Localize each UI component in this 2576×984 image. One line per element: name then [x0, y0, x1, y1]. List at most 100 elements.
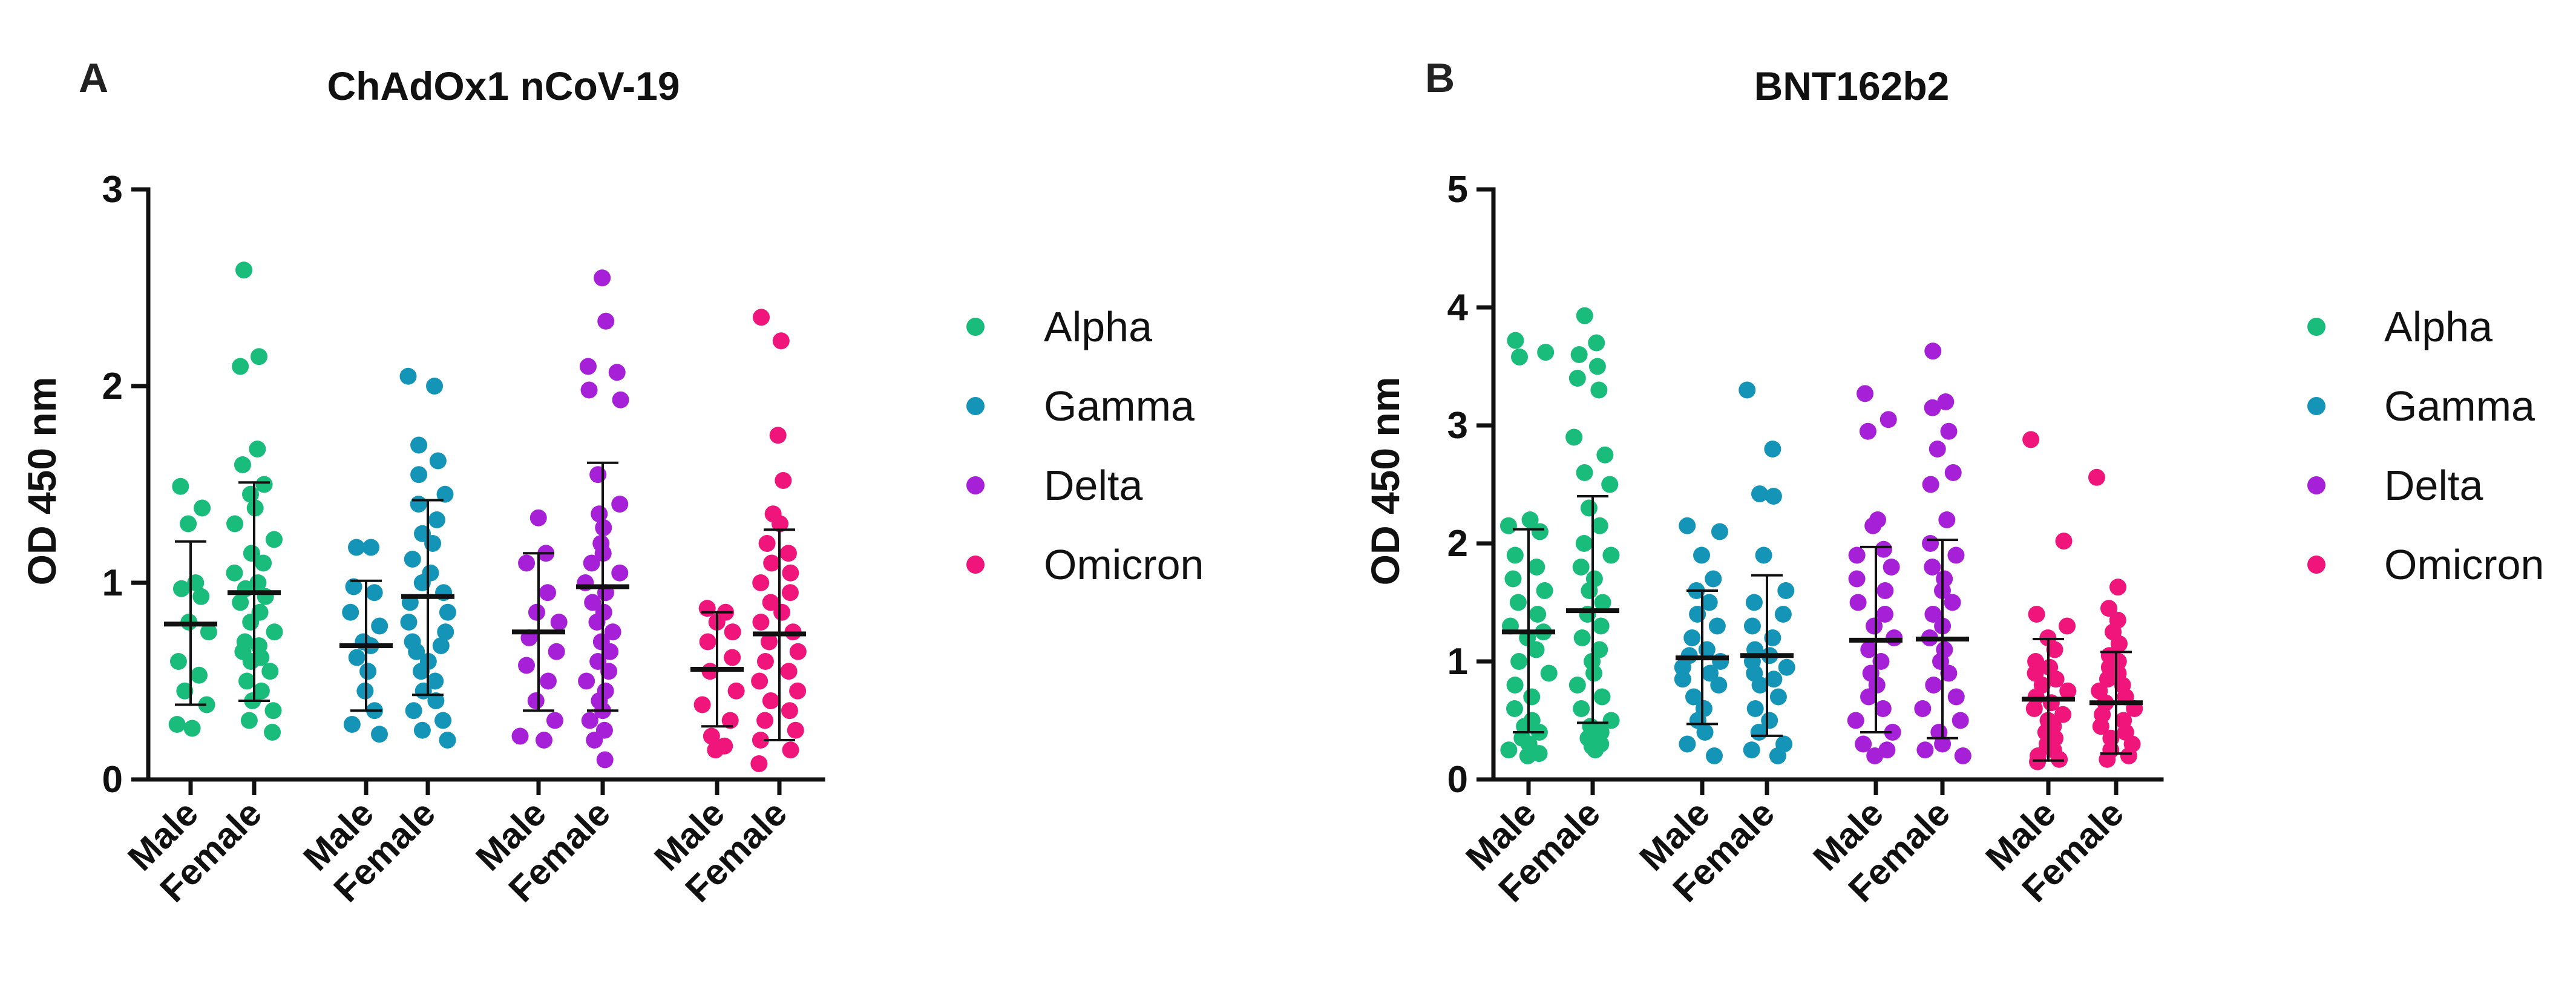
legend-marker-alpha	[2307, 318, 2325, 336]
legend-label-omicron: Omicron	[1044, 541, 1204, 588]
data-point	[1764, 441, 1781, 458]
data-point	[405, 702, 422, 720]
data-point	[1952, 712, 1969, 729]
panel-b-group-omicron-female	[2088, 468, 2143, 768]
data-point	[1585, 664, 1603, 682]
data-point	[264, 724, 281, 741]
data-point	[1875, 540, 1892, 558]
data-point	[437, 623, 454, 641]
data-point	[703, 727, 720, 745]
data-point	[782, 741, 799, 759]
data-point	[724, 649, 741, 666]
data-point	[436, 485, 454, 503]
data-point	[535, 732, 552, 749]
panel-a: A ChAdOx1 nCoV-19 OD 450 nm 0 1 2 3 MaleFem…	[19, 55, 1204, 910]
data-point	[1774, 606, 1792, 623]
data-point	[399, 367, 417, 385]
panel-a-y-ticks: 0 1 2 3	[102, 169, 148, 801]
data-point	[758, 535, 776, 552]
data-point	[1761, 712, 1778, 729]
panel-b-group-gamma-male	[1674, 517, 1729, 764]
data-point	[721, 712, 739, 729]
data-point	[1947, 688, 1965, 706]
data-point	[1506, 546, 1524, 564]
legend-label-delta: Delta	[2384, 462, 2483, 509]
data-point	[1924, 399, 1941, 416]
data-point	[1570, 346, 1588, 363]
data-point	[1940, 664, 1958, 682]
data-point	[1683, 629, 1701, 646]
panel-letter-b: B	[1425, 55, 1455, 101]
data-point	[787, 721, 804, 739]
data-point	[1944, 464, 1962, 481]
data-point	[190, 666, 208, 684]
data-point	[1924, 606, 1942, 623]
data-point	[412, 663, 430, 680]
data-point	[2099, 671, 2116, 688]
data-point	[2109, 579, 2127, 596]
data-point	[1592, 724, 1610, 741]
data-point	[362, 539, 380, 556]
panel-a-legend: Alpha Gamma Delta Omicron	[966, 303, 1204, 588]
data-point	[432, 637, 450, 654]
data-point	[579, 358, 597, 375]
data-point	[528, 603, 545, 621]
panel-a-title: ChAdOx1 nCoV-19	[327, 64, 680, 108]
panel-b-y-ticks: 0 1 2 3 4 5	[1447, 169, 1493, 801]
data-point	[1745, 594, 1763, 611]
data-point	[1602, 712, 1620, 729]
data-point	[1711, 523, 1728, 540]
panel-b-group-omicron-male	[2022, 431, 2077, 770]
legend-label-gamma: Gamma	[2384, 382, 2535, 430]
panel-b-marks	[1499, 307, 2143, 770]
data-point	[752, 574, 770, 591]
data-point	[2099, 750, 2116, 768]
legend-label-gamma: Gamma	[1044, 382, 1195, 430]
data-point	[1929, 441, 1946, 458]
data-point	[434, 712, 452, 729]
data-point	[2100, 600, 2118, 617]
panel-b-y-tick-label: 5	[1447, 169, 1468, 211]
data-point	[1937, 393, 1955, 410]
data-point	[1696, 724, 1714, 741]
data-point	[371, 617, 388, 635]
panel-b-y-tick-label: 4	[1447, 287, 1469, 329]
legend-marker-delta	[2307, 476, 2325, 494]
data-point	[779, 545, 797, 562]
panel-b-group-gamma-female	[1739, 381, 1795, 764]
data-point	[1601, 476, 1619, 493]
data-point	[1700, 594, 1718, 611]
data-point	[1568, 370, 1586, 387]
data-point	[1588, 334, 1605, 352]
data-point	[781, 584, 799, 602]
data-point	[1710, 677, 1728, 694]
panel-b-y-tick-label: 3	[1447, 405, 1468, 447]
panel-a-y-tick-label: 0	[102, 759, 123, 801]
data-point	[343, 716, 361, 733]
data-point	[400, 614, 418, 631]
panel-a-marks	[164, 261, 807, 772]
data-point	[1884, 724, 1901, 741]
data-point	[1679, 735, 1696, 753]
data-point	[1769, 747, 1786, 764]
panel-a-axes	[146, 187, 825, 782]
data-point	[429, 452, 447, 470]
data-point	[763, 554, 781, 572]
data-point	[242, 653, 260, 670]
data-point	[172, 477, 189, 495]
data-point	[578, 672, 595, 690]
data-point	[761, 633, 778, 651]
data-point	[2088, 468, 2105, 486]
data-point	[601, 643, 619, 660]
data-point	[583, 554, 600, 572]
data-point	[408, 643, 425, 660]
data-point	[1855, 735, 1872, 753]
data-point	[1593, 688, 1611, 706]
data-point	[1880, 411, 1897, 428]
data-point	[1755, 546, 1772, 564]
data-point	[753, 309, 770, 326]
panel-b-group-delta-male	[1847, 385, 1903, 764]
data-point	[584, 594, 601, 611]
data-point	[1940, 422, 1958, 440]
